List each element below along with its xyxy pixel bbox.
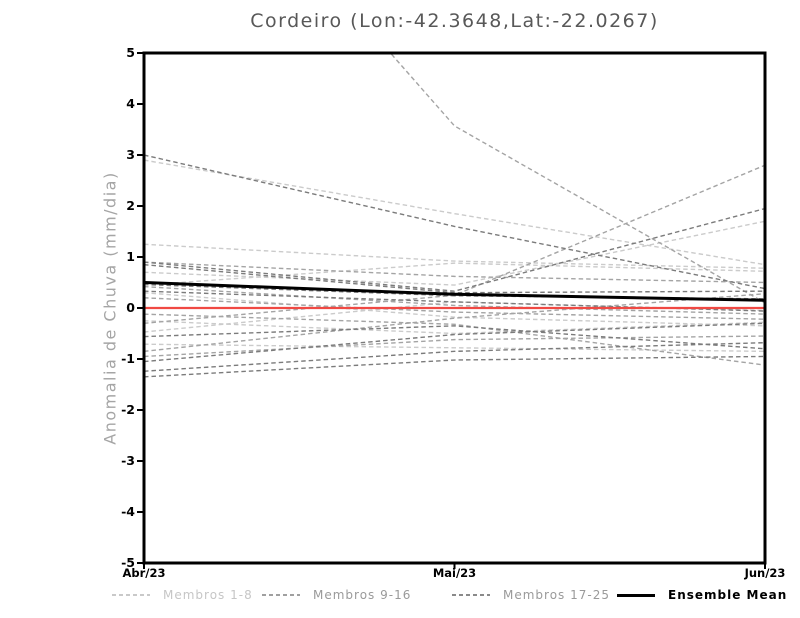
x-tick-label: Jun/23 (744, 566, 786, 580)
ensemble-member-line (145, 243, 765, 269)
y-tick-label: 2 (126, 198, 135, 213)
legend: Membros 1-8 Membros 9-16 Membros 17-25 Ense… (0, 586, 800, 606)
ensemble-member-line (145, 293, 765, 352)
legend-item-label: Membros 1-8 (163, 588, 253, 602)
ensemble-member-line (145, 325, 765, 350)
y-tick-label: 0 (126, 300, 135, 315)
legend-item: Membros 1-8 (112, 586, 253, 604)
ensemble-member-line (145, 154, 765, 290)
ensemble-member-line (145, 292, 765, 327)
solid-line-swatch (617, 593, 655, 597)
ensemble-member-line (145, 355, 765, 378)
y-tick-label: -3 (121, 453, 135, 468)
series-layer (145, 53, 765, 378)
y-tick-label: 1 (126, 249, 135, 264)
ensemble-member-line (145, 159, 765, 266)
ensemble-member-line (145, 264, 765, 294)
ensemble-member-line (145, 313, 765, 366)
dashed-line-swatch (262, 594, 300, 596)
dashed-line-swatch (452, 594, 490, 596)
y-tick-label: 3 (126, 147, 135, 162)
ensemble-member-line (145, 262, 765, 286)
legend-item-label: Membros 17-25 (503, 588, 610, 602)
axis-frame (137, 51, 767, 569)
ensemble-member-line (145, 207, 765, 292)
legend-item-label: Ensemble Mean (668, 588, 788, 602)
ensemble-member-line (145, 320, 765, 335)
x-tick-label: Mai/23 (432, 566, 477, 580)
legend-item: Membros 17-25 (452, 586, 610, 604)
ensemble-member-line (389, 53, 765, 304)
chart-title: Cordeiro (Lon:-42.3648,Lat:-22.0267) (250, 10, 659, 32)
y-tick-label: -2 (121, 402, 135, 417)
ensemble-member-line (145, 285, 765, 315)
ensemble-member-line (145, 322, 765, 363)
ensemble-member-line (145, 335, 765, 358)
ensemble-member-line (145, 343, 765, 353)
legend-item: Ensemble Mean (617, 586, 787, 604)
ensemble-member-line (145, 261, 765, 284)
x-tick-label: Abr/23 (122, 566, 166, 580)
dashed-line-swatch (112, 594, 150, 596)
legend-item-label: Membros 9-16 (313, 588, 412, 602)
y-tick-label: -5 (121, 555, 135, 570)
y-tick-label: -1 (121, 351, 135, 366)
ensemble-member-line (145, 341, 765, 372)
ensemble-member-line (145, 220, 765, 286)
ensemble-member-line (145, 297, 765, 320)
ensemble-mean-line (145, 281, 765, 302)
y-tick-label: -4 (121, 504, 135, 519)
y-tick-label: 5 (126, 45, 135, 60)
y-tick-label: 4 (126, 96, 135, 111)
legend-item: Membros 9-16 (262, 586, 411, 604)
